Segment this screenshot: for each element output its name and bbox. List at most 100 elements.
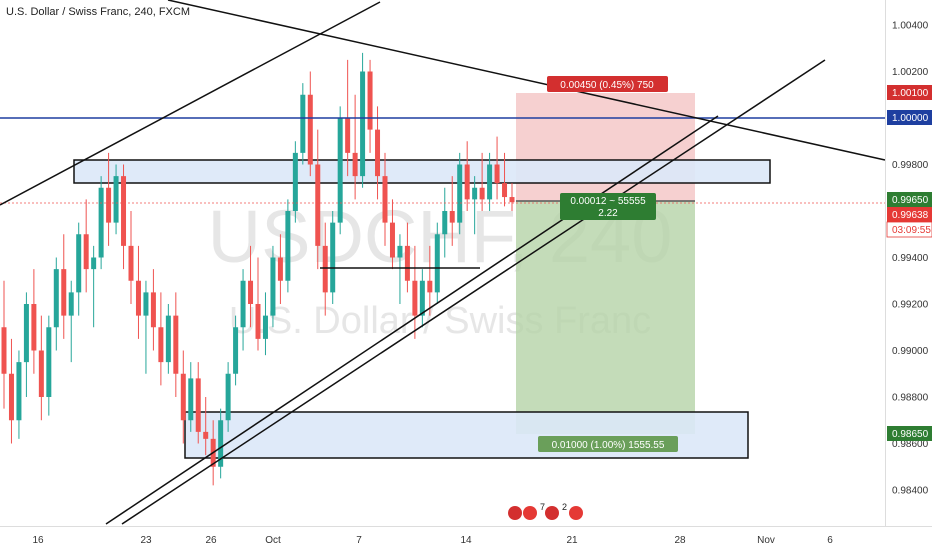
event-count-a: 7 xyxy=(540,502,545,512)
candle-body xyxy=(106,187,112,223)
candle-body xyxy=(98,187,104,258)
candle-body xyxy=(203,431,209,439)
target-label: 0.01000 (1.00%) 1555.55 xyxy=(552,440,665,451)
target-price-text: 0.98650 xyxy=(892,429,929,440)
candle-body xyxy=(404,245,410,281)
event-flag-icon-ch-2[interactable] xyxy=(569,506,583,520)
last-price-tag xyxy=(887,207,932,222)
event-flag-icon-ch[interactable] xyxy=(523,506,537,520)
time-tick-label: 7 xyxy=(356,535,362,546)
candle-body xyxy=(218,420,224,467)
last-price-text: 0.99638 xyxy=(892,210,929,221)
price-tick-label: 0.99800 xyxy=(892,160,929,171)
entry-price-tag xyxy=(887,192,932,207)
candle-body xyxy=(382,176,388,223)
timer-text: 03:09:55 xyxy=(892,225,931,236)
candle-body xyxy=(300,94,306,153)
candle-body xyxy=(457,164,463,223)
candle-body xyxy=(389,222,395,258)
price-tick-label: 0.98600 xyxy=(892,439,929,450)
candle-body xyxy=(165,315,171,363)
candle-body xyxy=(91,257,97,270)
candle-body xyxy=(449,211,455,223)
event-flag-icon-us-2[interactable] xyxy=(545,506,559,520)
candle-body xyxy=(337,118,343,223)
time-tick-label: 14 xyxy=(460,535,472,546)
time-tick-label: 23 xyxy=(140,535,152,546)
candle-body xyxy=(46,327,52,397)
candle-body xyxy=(315,164,321,246)
candle-body xyxy=(68,292,74,316)
price-tick-label: 0.99000 xyxy=(892,346,929,357)
candle-body xyxy=(270,257,276,316)
target-zone[interactable] xyxy=(516,201,695,434)
candle-body xyxy=(150,292,156,328)
candle-body xyxy=(76,234,82,293)
stop-zone[interactable] xyxy=(516,93,695,201)
time-tick-label: Nov xyxy=(757,535,775,546)
candle-body xyxy=(442,211,448,235)
events-markers[interactable]: 7 2 xyxy=(508,502,583,520)
time-tick-label: 28 xyxy=(674,535,686,546)
target-label-box xyxy=(538,436,678,452)
candle-body xyxy=(502,183,508,198)
candle-body xyxy=(158,327,164,363)
time-tick-label: 16 xyxy=(32,535,44,546)
candle-body xyxy=(113,176,119,223)
candle-body xyxy=(262,315,268,339)
candle-body xyxy=(225,373,231,421)
price-tick-label: 0.98400 xyxy=(892,486,929,497)
candle-body xyxy=(240,280,246,328)
candle-body xyxy=(307,94,313,165)
price-tick-label: 0.98800 xyxy=(892,393,929,404)
resistance-zone[interactable] xyxy=(73,159,771,184)
trendline-descending[interactable] xyxy=(167,0,886,161)
time-tick-label: 26 xyxy=(205,535,217,546)
trendline-ascending-upper[interactable] xyxy=(121,59,826,525)
candle-body xyxy=(180,373,186,421)
candle-body xyxy=(128,245,134,281)
stop-price-text: 1.00100 xyxy=(892,88,929,99)
blue-line-price-text: 1.00000 xyxy=(892,113,929,124)
candle-body xyxy=(8,373,14,421)
trendline-ascending-lower[interactable] xyxy=(105,115,719,525)
candle-body xyxy=(487,164,493,200)
candle-body xyxy=(277,257,283,281)
candle-body xyxy=(472,187,478,200)
price-tick-label: 1.00200 xyxy=(892,67,929,78)
candle-body xyxy=(248,280,254,304)
candle-body xyxy=(23,304,29,363)
candle-body xyxy=(135,280,141,316)
candle-body xyxy=(143,292,149,316)
candle-body xyxy=(121,176,127,246)
candle-body xyxy=(330,222,336,293)
candle-body xyxy=(31,304,37,351)
candle-body xyxy=(188,378,194,421)
candle-body xyxy=(434,234,440,293)
candle-body xyxy=(419,280,425,316)
candle-body xyxy=(195,378,201,432)
stop-label-box xyxy=(547,76,668,92)
event-count-b: 2 xyxy=(562,502,567,512)
price-tick-label: 1.00400 xyxy=(892,21,929,32)
candle-body xyxy=(61,269,67,316)
candle-body xyxy=(367,71,373,130)
stop-price-tag xyxy=(887,85,932,100)
time-tick-label: Oct xyxy=(265,535,281,546)
candle-body xyxy=(173,315,179,374)
candle-body xyxy=(16,362,22,421)
candle-body xyxy=(352,152,358,177)
time-tick-label: 21 xyxy=(566,535,578,546)
candle-body xyxy=(292,152,298,211)
candle-body xyxy=(509,197,515,203)
trendline-channel-top[interactable] xyxy=(0,1,381,206)
candle-body xyxy=(1,327,7,374)
time-axis[interactable]: 16 23 26 Oct 7 14 21 28 Nov 6 xyxy=(32,535,833,546)
blue-line-price-tag xyxy=(887,110,932,125)
candle-body xyxy=(397,245,403,258)
entry-label-line1: 0.00012 ~ 55555 xyxy=(570,196,646,207)
event-flag-icon-us[interactable] xyxy=(508,506,522,520)
candle-body xyxy=(360,71,366,177)
candles xyxy=(1,52,515,486)
